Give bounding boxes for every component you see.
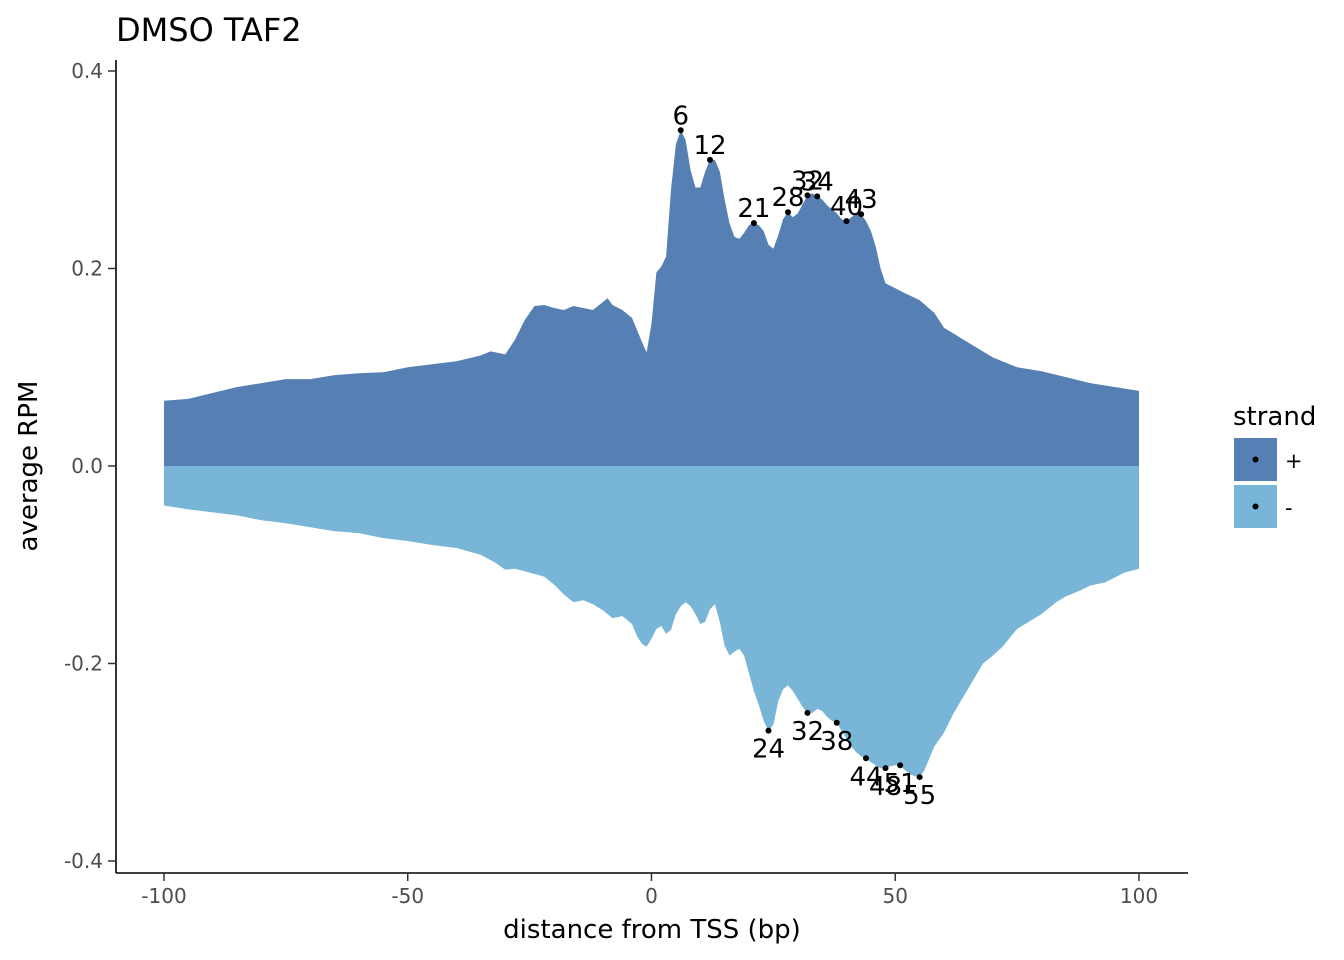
peak-point bbox=[843, 218, 850, 225]
peak-label: 43 bbox=[845, 185, 878, 215]
peak-label: 55 bbox=[903, 781, 936, 811]
y-tick-label: -0.4 bbox=[64, 849, 103, 873]
peak-label: 24 bbox=[752, 735, 785, 765]
chart-title: DMSO TAF2 bbox=[116, 11, 302, 49]
peak-label: 28 bbox=[771, 183, 804, 213]
x-tick-label: 100 bbox=[1120, 884, 1158, 908]
peak-label: 6 bbox=[672, 101, 689, 131]
y-axis-title: average RPM bbox=[14, 381, 44, 552]
peak-point bbox=[804, 709, 811, 716]
peak-point bbox=[750, 220, 757, 227]
peak-point bbox=[916, 774, 923, 781]
peak-point bbox=[804, 192, 811, 199]
y-tick-label: 0.0 bbox=[71, 454, 103, 478]
peak-label: 48 bbox=[869, 772, 902, 802]
legend-title: strand bbox=[1233, 402, 1316, 432]
plot-areas bbox=[164, 130, 1139, 778]
peak-point bbox=[765, 727, 772, 734]
legend-label: + bbox=[1285, 449, 1303, 473]
peak-point bbox=[833, 719, 840, 726]
y-tick-label: 0.2 bbox=[71, 257, 103, 281]
legend-dot bbox=[1252, 503, 1259, 510]
peak-label: 44 bbox=[849, 762, 882, 792]
y-tick-label: 0.4 bbox=[71, 59, 103, 83]
peak-point bbox=[707, 156, 713, 163]
peak-point bbox=[677, 127, 684, 134]
peak-point bbox=[785, 209, 791, 216]
legend: strand + - bbox=[1233, 402, 1316, 528]
peak-label: 32 bbox=[791, 166, 824, 196]
strand-area-minus bbox=[164, 466, 1139, 778]
legend-dot bbox=[1252, 456, 1259, 463]
peak-point bbox=[863, 755, 869, 762]
x-axis-ticks: -100 -50 0 50 100 bbox=[141, 873, 1158, 908]
peak-label: 40 bbox=[830, 192, 863, 222]
peak-point bbox=[814, 193, 821, 200]
peak-label: 38 bbox=[820, 727, 853, 757]
legend-label: - bbox=[1285, 496, 1293, 520]
x-axis-title: distance from TSS (bp) bbox=[503, 915, 801, 945]
peak-point bbox=[897, 762, 904, 769]
peak-label: 12 bbox=[693, 131, 726, 161]
peak-label: 51 bbox=[884, 769, 917, 799]
x-tick-label: -50 bbox=[391, 884, 424, 908]
peak-point bbox=[858, 211, 865, 218]
x-tick-label: 0 bbox=[645, 884, 658, 908]
peak-point bbox=[882, 765, 889, 772]
x-tick-label: 50 bbox=[883, 884, 908, 908]
peak-label: 32 bbox=[791, 717, 824, 747]
peak-label: 34 bbox=[801, 167, 834, 197]
y-axis-ticks: 0.4 0.2 0.0 -0.2 -0.4 bbox=[64, 59, 116, 873]
strand-area-plus bbox=[164, 130, 1139, 467]
x-tick-label: -100 bbox=[141, 884, 186, 908]
y-tick-label: -0.2 bbox=[64, 652, 103, 676]
peak-label: 21 bbox=[737, 194, 770, 224]
